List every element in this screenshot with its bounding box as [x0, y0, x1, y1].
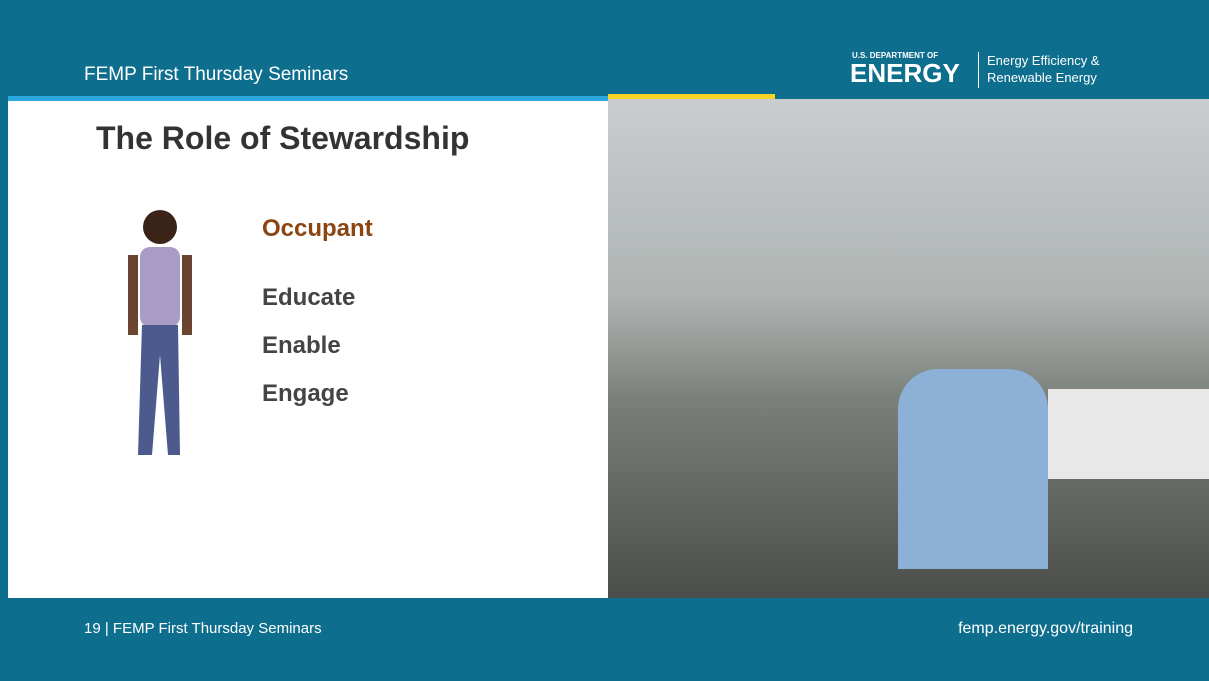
item: Engage — [262, 380, 349, 408]
logo-right-1: Energy Efficiency & — [987, 53, 1099, 68]
photo-person — [898, 369, 1048, 569]
logo-right-2: Renewable Energy — [987, 70, 1097, 85]
office-photo — [608, 99, 1209, 598]
logo-main: ENERGY — [850, 58, 960, 89]
slide-title: The Role of Stewardship — [96, 120, 469, 157]
subtitle: Occupant — [262, 215, 373, 243]
photo-shelf — [1048, 389, 1209, 479]
item: Enable — [262, 332, 341, 360]
logo-divider — [978, 52, 979, 88]
item: Educate — [262, 284, 355, 312]
slide: FEMP First Thursday Seminars U.S. DEPART… — [0, 0, 1209, 681]
series-title: FEMP First Thursday Seminars — [84, 64, 348, 86]
footer-url: femp.energy.gov/training — [958, 620, 1133, 638]
footer-page: 19 | FEMP First Thursday Seminars — [84, 620, 322, 637]
woman-figure — [100, 205, 210, 495]
